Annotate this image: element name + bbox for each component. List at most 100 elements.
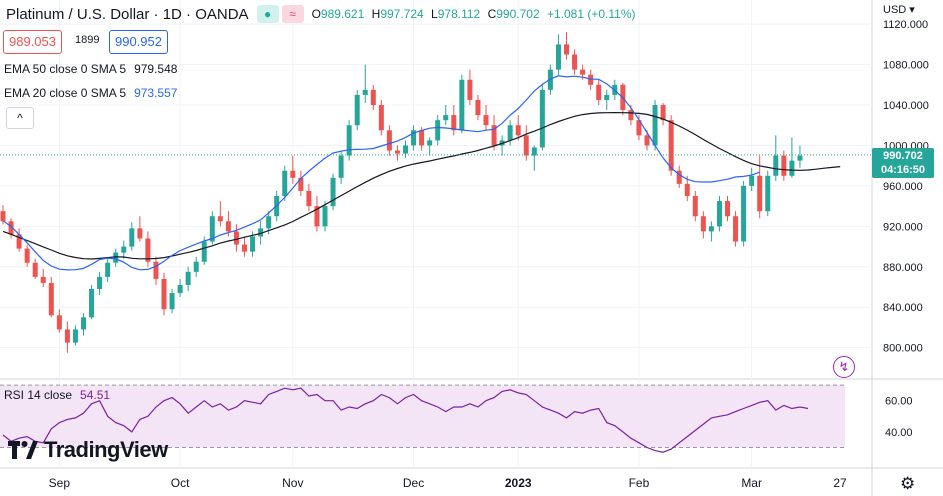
- candle-body: [604, 94, 610, 100]
- price-tick-label: 800.000: [883, 343, 923, 355]
- candle-body: [306, 190, 312, 207]
- candle-body: [797, 155, 803, 161]
- candle-body: [137, 228, 143, 239]
- candle-body: [564, 44, 569, 55]
- last-price-label: 990.702 04:16:50: [872, 148, 934, 178]
- time-tick-label: Sep: [49, 476, 71, 490]
- candle-body: [765, 175, 771, 212]
- price-tick-label: 880.000: [883, 262, 923, 274]
- gear-icon[interactable]: ⚙: [900, 474, 916, 493]
- time-tick-label: 2023: [505, 476, 532, 490]
- candle-body: [475, 99, 481, 116]
- candle-body: [290, 170, 296, 178]
- currency-selector[interactable]: USD ▾: [883, 4, 915, 16]
- candle-body: [411, 130, 417, 146]
- candle-body: [523, 135, 529, 156]
- candle-body: [322, 206, 328, 227]
- price-axis[interactable]: 1120.0001080.0001040.0001000.000960.0009…: [883, 19, 929, 439]
- chart-header: Platinum / U.S. Dollar · 1D · OANDA ● ≈ …: [6, 4, 640, 24]
- buy-price-button[interactable]: 990.952: [109, 30, 168, 54]
- sell-price-button[interactable]: 989.053: [3, 30, 62, 54]
- candle-body: [72, 329, 78, 343]
- candle-body: [40, 276, 46, 283]
- price-tick-label: 920.000: [883, 221, 923, 233]
- candle-body: [89, 289, 95, 318]
- candle-body: [354, 94, 360, 126]
- time-tick-label: 27: [833, 476, 847, 490]
- candle-body: [789, 160, 795, 176]
- collapse-legend-button[interactable]: ^: [6, 107, 34, 129]
- candle-body: [113, 252, 119, 263]
- candle-body: [580, 69, 586, 75]
- data-feed-icon[interactable]: ≈: [281, 5, 304, 23]
- candle-body: [459, 79, 465, 131]
- ema50-value: 979.548: [134, 62, 178, 76]
- candle-body: [121, 246, 127, 253]
- candle-body: [515, 125, 521, 136]
- candle-body: [233, 231, 239, 245]
- candle-body: [636, 120, 642, 136]
- candle-body: [298, 177, 304, 191]
- candle-body: [660, 105, 666, 121]
- price-tick-label: 1040.000: [883, 100, 929, 112]
- time-axis[interactable]: Sep Oct Nov Dec 2023 Feb Mar 27: [49, 476, 847, 490]
- ema50-legend[interactable]: EMA 50 close 0 SMA 5 979.548: [4, 62, 177, 76]
- candle-body: [547, 69, 553, 90]
- low-label: L: [431, 7, 438, 21]
- lightning-icon[interactable]: ↯: [833, 356, 855, 378]
- candle-body: [145, 238, 151, 262]
- candle-body: [741, 185, 747, 242]
- last-price-value: 990.702: [883, 150, 923, 162]
- candle-body: [652, 105, 658, 146]
- candle-body: [403, 145, 408, 154]
- candle-body: [169, 293, 175, 310]
- time-tick-label: Dec: [403, 476, 424, 490]
- high-value: 997.724: [380, 7, 424, 21]
- candle-body: [346, 125, 352, 156]
- candle-body: [555, 44, 561, 70]
- candle-body: [370, 89, 376, 106]
- candle-body: [48, 282, 54, 316]
- market-status-icon[interactable]: ●: [256, 5, 279, 23]
- candle-body: [209, 216, 215, 242]
- price-tick-label: 1120.000: [883, 19, 928, 31]
- candle-body: [242, 244, 247, 252]
- time-tick-label: Feb: [629, 476, 650, 490]
- rsi-tick-label: 40.00: [885, 427, 913, 439]
- bar-countdown: 04:16:50: [880, 164, 926, 176]
- candle-body: [668, 120, 674, 171]
- candle-body: [596, 84, 602, 100]
- time-tick-label: Oct: [171, 476, 190, 490]
- candle-body: [419, 130, 425, 146]
- ema20-legend[interactable]: EMA 20 close 0 SMA 5 973.557: [4, 86, 177, 100]
- candle-body: [105, 262, 111, 277]
- candle-body: [491, 125, 497, 146]
- candle-body: [443, 115, 449, 121]
- ema20-line: [2, 75, 760, 271]
- candle-body: [193, 261, 199, 272]
- candle-body: [773, 155, 779, 176]
- candle-body: [201, 241, 207, 262]
- ema50-line: [2, 111, 841, 260]
- candle-body: [258, 228, 264, 237]
- candle-body: [684, 183, 690, 197]
- candle-body: [700, 216, 706, 232]
- candle-body: [676, 170, 682, 184]
- symbol-title[interactable]: Platinum / U.S. Dollar · 1D · OANDA: [6, 5, 249, 23]
- ema20-label: EMA 20 close 0 SMA 5: [4, 86, 127, 100]
- change-value: +1.081 (+0.11%): [546, 7, 636, 21]
- candle-body: [266, 216, 272, 229]
- currency-label: USD: [883, 4, 907, 16]
- candle-body: [733, 216, 739, 242]
- rsi-legend[interactable]: RSI 14 close 54.51: [4, 388, 110, 402]
- tradingview-logo[interactable]: TradingView: [8, 436, 168, 464]
- tradingview-logo-icon: [8, 441, 38, 459]
- candle-body: [378, 105, 384, 131]
- candle-body: [56, 315, 62, 330]
- high-label: H: [371, 7, 381, 21]
- candle-body: [32, 262, 38, 277]
- rsi-line: [2, 387, 809, 453]
- price-tick-label: 840.000: [883, 302, 923, 314]
- candle-body: [386, 130, 392, 151]
